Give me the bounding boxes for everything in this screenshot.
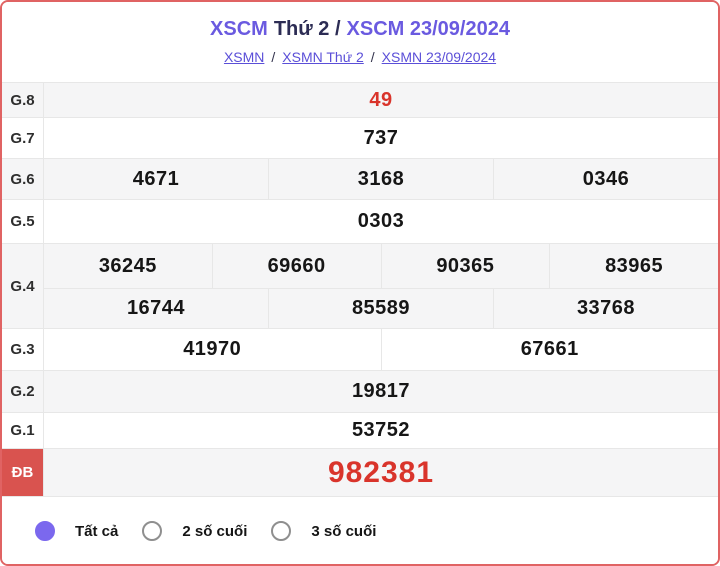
breadcrumb-separator: /: [370, 49, 375, 65]
prize-label: G.7: [2, 118, 44, 158]
prize-number: 85589: [268, 289, 493, 328]
filter-option-label: 3 số cuối: [311, 522, 377, 540]
prize-number: 83965: [549, 244, 718, 288]
title-draw-name: XSCM: [210, 18, 268, 40]
jackpot-number: 982381: [327, 455, 435, 489]
filter-option-label: Tất cả: [75, 522, 119, 540]
table-row-g2: G.2 19817: [2, 371, 718, 413]
filter-option-last3[interactable]: 3 số cuối: [271, 521, 376, 541]
table-row-g6: G.6 4671 3168 0346: [2, 159, 718, 200]
prize-number: 67661: [380, 329, 719, 370]
breadcrumb-link-xsmn-weekday[interactable]: XSMN Thứ 2: [282, 49, 364, 65]
table-row-g7: G.7 737: [2, 118, 718, 159]
table-subrow-g4-bottom: 16744 85589 33768: [44, 288, 718, 328]
prize-number: 36245: [98, 254, 157, 277]
filter-option-all[interactable]: Tất cả: [35, 521, 118, 541]
prize-label: G.1: [2, 413, 44, 448]
prize-number: 90365: [380, 244, 550, 288]
radio-icon[interactable]: [142, 521, 163, 541]
prize-number: 49: [369, 88, 393, 111]
table-row-g3: G.3 41970 67661: [2, 329, 718, 371]
prize-number: 16744: [126, 297, 186, 319]
prize-number: 0303: [357, 210, 405, 232]
prize-label: G.4: [2, 244, 44, 328]
prize-number: 3168: [268, 159, 493, 199]
prize-label: G.5: [2, 200, 44, 243]
breadcrumb-separator: /: [271, 49, 276, 65]
filter-option-label: 2 số cuối: [182, 522, 248, 540]
prize-number: 0346: [493, 159, 718, 199]
prize-label: G.8: [2, 83, 44, 117]
table-row-g1: G.1 53752: [2, 413, 718, 449]
prize-number: 33768: [493, 289, 718, 328]
header: XSCM Thứ 2 / XSCM 23/09/2024 XSMN / XSMN…: [2, 2, 718, 82]
prize-number: 41970: [183, 338, 242, 360]
table-row-g8: G.8 49: [2, 83, 718, 118]
results-table: G.8 49 G.7 737 G.6 4671 3168 0346 G.5 03…: [2, 82, 718, 497]
page-title: XSCM Thứ 2 / XSCM 23/09/2024: [2, 16, 718, 42]
prize-number: 19817: [351, 380, 411, 402]
prize-number: 53752: [351, 419, 411, 441]
title-draw-date: XSCM 23/09/2024: [346, 18, 510, 40]
prize-number: 4671: [132, 167, 180, 190]
prize-label: G.2: [2, 371, 44, 412]
radio-icon[interactable]: [35, 521, 55, 541]
prize-number: 69660: [211, 244, 381, 288]
breadcrumb-link-xsmn-date[interactable]: XSMN 23/09/2024: [381, 49, 497, 65]
breadcrumb: XSMN / XSMN Thứ 2 / XSMN 23/09/2024: [2, 47, 718, 67]
table-row-g5: G.5 0303: [2, 200, 718, 244]
table-subrow-g4-top: 36245 69660 90365 83965: [44, 244, 718, 288]
radio-icon[interactable]: [271, 521, 292, 541]
table-row-g4: G.4 36245 69660 90365 83965 16744 85589 …: [2, 244, 718, 329]
prize-label: G.6: [2, 159, 44, 199]
jackpot-label: ĐB: [2, 449, 44, 496]
title-weekday: Thứ 2 /: [273, 18, 341, 40]
filter-bar: Tất cả 2 số cuối 3 số cuối: [2, 497, 718, 564]
table-row-jackpot: ĐB 982381: [2, 449, 718, 497]
prize-number: 737: [363, 126, 399, 149]
filter-option-last2[interactable]: 2 số cuối: [142, 521, 247, 541]
prize-label: G.3: [2, 329, 44, 370]
breadcrumb-link-xsmn[interactable]: XSMN: [223, 49, 265, 65]
